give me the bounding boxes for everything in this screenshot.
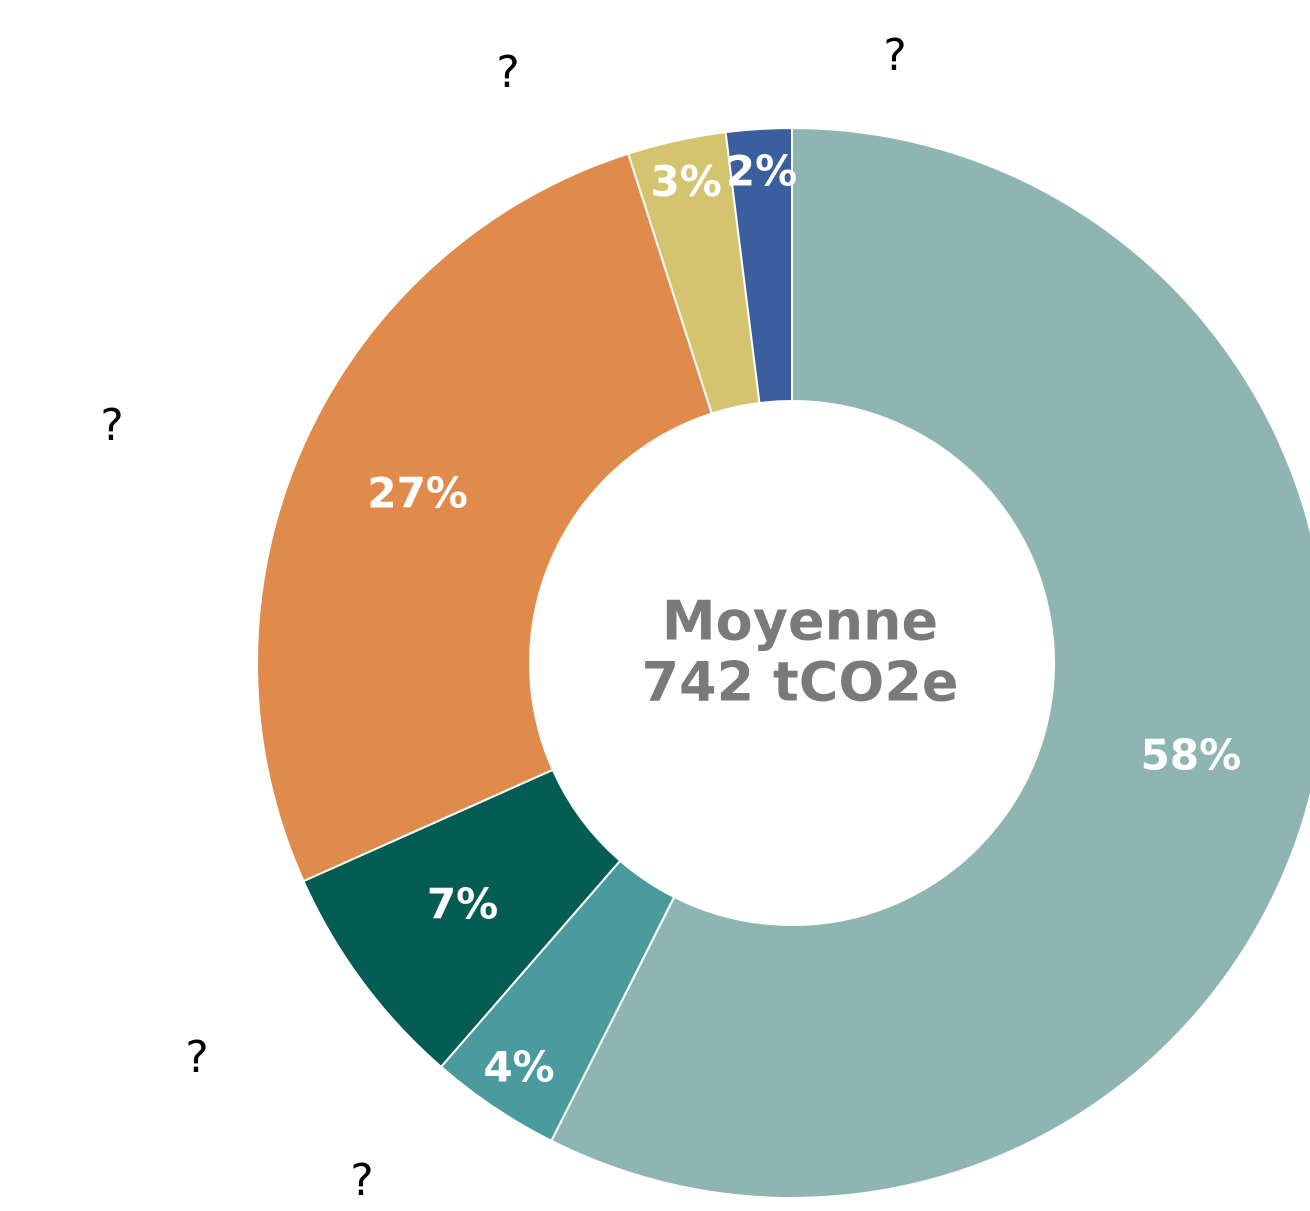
value-label: 2% — [726, 146, 797, 195]
center-value: 742 tCO2e — [641, 651, 958, 714]
value-label: 27% — [367, 468, 468, 517]
value-label: 7% — [427, 880, 498, 929]
slice — [549, 126, 1310, 1199]
value-label: 4% — [483, 1042, 554, 1091]
slice — [256, 152, 714, 883]
category-label: ? — [185, 1032, 208, 1083]
slice — [724, 126, 793, 405]
value-label: 58% — [1141, 730, 1242, 779]
category-label: ? — [100, 400, 123, 451]
category-label: ? — [350, 1155, 373, 1206]
center-label: Moyenne — [662, 590, 938, 653]
category-label: ? — [496, 47, 519, 98]
category-label: ? — [883, 30, 906, 81]
value-label: 3% — [650, 157, 721, 206]
